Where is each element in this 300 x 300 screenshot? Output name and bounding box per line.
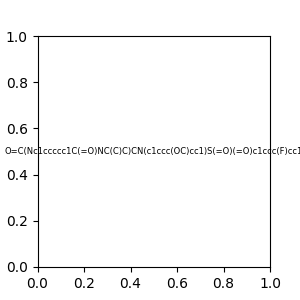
Text: O=C(Nc1ccccc1C(=O)NC(C)C)CN(c1ccc(OC)cc1)S(=O)(=O)c1ccc(F)cc1: O=C(Nc1ccccc1C(=O)NC(C)C)CN(c1ccc(OC)cc1… <box>4 147 300 156</box>
